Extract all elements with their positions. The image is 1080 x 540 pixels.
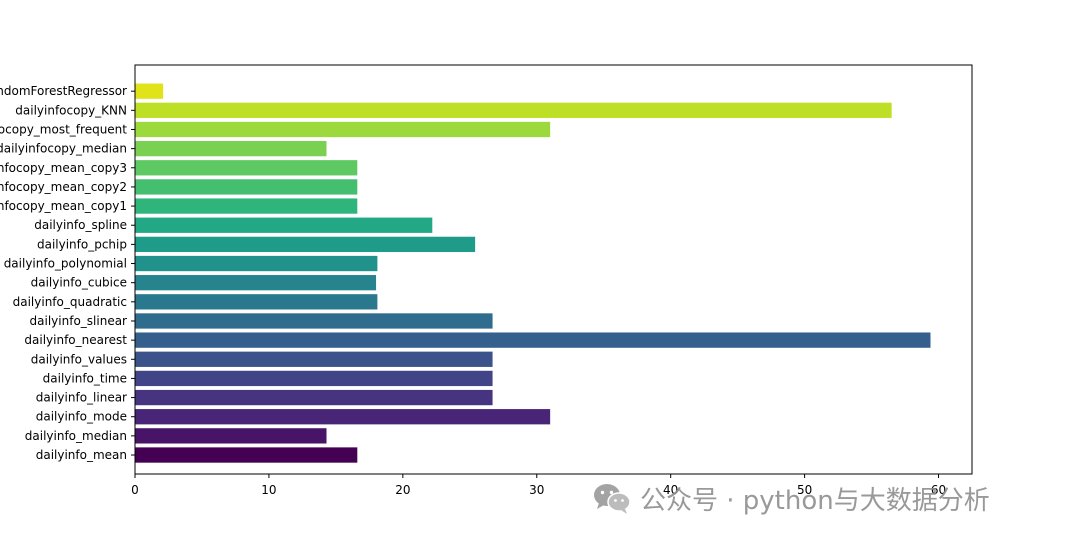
bar-dailyinfocopy_mean_copy3 bbox=[135, 160, 358, 176]
bar-dailyinfocopy_mean_copy1 bbox=[135, 198, 358, 214]
y-tick-label: dailyinfo_mode bbox=[36, 410, 127, 424]
wechat-icon bbox=[594, 484, 631, 514]
bar-dailyinfo_RandomForestRegressor bbox=[135, 83, 164, 99]
y-tick-label: dailyinfo_cubice bbox=[31, 276, 127, 290]
y-tick-label: dailyinfocopy_mean_copy1 bbox=[0, 199, 127, 213]
bar-dailyinfo_time bbox=[135, 370, 493, 387]
y-tick-label: dailyinfocopy_KNN bbox=[15, 103, 127, 117]
plot-frame bbox=[134, 64, 973, 475]
y-tick-label: dailyinfo_median bbox=[25, 429, 127, 443]
bar-dailyinfo_nearest bbox=[135, 332, 931, 348]
bar-dailyinfo_median bbox=[135, 428, 327, 444]
x-tick-label: 40 bbox=[663, 483, 678, 497]
x-tick-label: 50 bbox=[797, 483, 812, 497]
y-tick-label: dailyinfo_nearest bbox=[24, 333, 127, 347]
bar-dailyinfo_pchip bbox=[135, 236, 476, 253]
y-tick-label: dailyinfo_mean bbox=[36, 448, 127, 462]
bar-dailyinfo_quadratic bbox=[135, 294, 378, 310]
y-tick-label: dailyinfocopy_mean_copy3 bbox=[0, 161, 127, 175]
bar-dailyinfocopy_mean_copy2 bbox=[135, 179, 358, 195]
x-tick-label: 20 bbox=[395, 483, 410, 497]
x-axis: 0 10 20 30 40 50 60 bbox=[131, 474, 946, 497]
watermark: 公众号 · python与大数据分析 bbox=[592, 480, 990, 516]
y-tick-label: dailyinfo_polynomial bbox=[4, 257, 127, 271]
y-tick-label: dailyinfocopy_median bbox=[0, 142, 127, 156]
x-tick-label: 30 bbox=[529, 483, 544, 497]
watermark-text: 公众号 · python与大数据分析 bbox=[640, 485, 990, 516]
y-tick-label: dailyinfo_values bbox=[31, 352, 127, 366]
y-tick-label: dailyinfo_time bbox=[43, 371, 127, 385]
y-tick-label: dailyinfo_linear bbox=[36, 391, 127, 405]
x-tick-label: 10 bbox=[261, 483, 276, 497]
bar-dailyinfo_linear bbox=[135, 389, 493, 406]
y-axis: dailyinfo_mean dailyinfo_median dailyinfo_… bbox=[0, 84, 135, 462]
bar-dailyinfocopy_most_frequent bbox=[135, 121, 551, 138]
y-tick-label: dailyinfo_spline bbox=[34, 218, 127, 232]
x-tick-label: 60 bbox=[931, 483, 946, 497]
bar-dailyinfo_slinear bbox=[135, 313, 493, 329]
bars-group bbox=[135, 83, 931, 463]
x-tick-label: 0 bbox=[131, 483, 139, 497]
y-tick-label: dailyinfo_pchip bbox=[37, 237, 127, 251]
y-tick-label: dailyinfocopy_most_frequent bbox=[0, 122, 127, 136]
y-tick-label: dailyinfo_quadratic bbox=[13, 295, 127, 309]
bar-dailyinfo_cubice bbox=[135, 275, 377, 291]
bar-dailyinfo_mean bbox=[135, 447, 358, 463]
bar-dailyinfocopy_median bbox=[135, 140, 327, 157]
y-tick-label: dailyinfocopy_mean_copy2 bbox=[0, 180, 127, 194]
y-tick-label: dailyinfo_RandomForestRegressor bbox=[0, 84, 127, 98]
bar-dailyinfo_polynomial bbox=[135, 255, 378, 272]
y-tick-label: dailyinfo_slinear bbox=[30, 314, 128, 328]
bar-dailyinfo_spline bbox=[135, 217, 433, 233]
bar-dailyinfocopy_KNN bbox=[135, 102, 892, 118]
bar-dailyinfo_mode bbox=[135, 409, 551, 425]
bar-dailyinfo_values bbox=[135, 351, 493, 367]
